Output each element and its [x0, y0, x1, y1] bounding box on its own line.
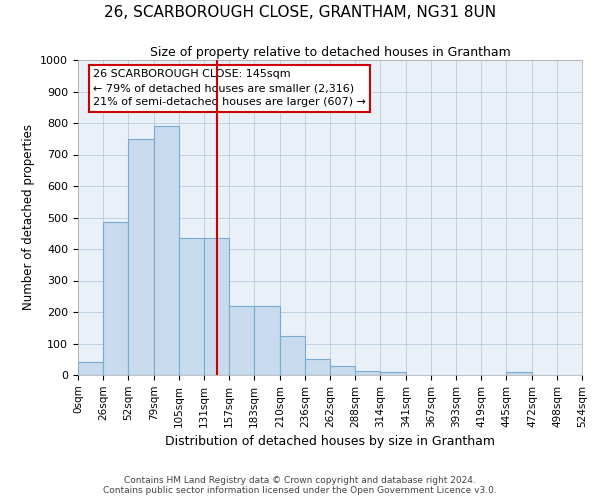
Bar	[204, 238, 229, 375]
Title: Size of property relative to detached houses in Grantham: Size of property relative to detached ho…	[149, 46, 511, 59]
Text: 26 SCARBOROUGH CLOSE: 145sqm
← 79% of detached houses are smaller (2,316)
21% of: 26 SCARBOROUGH CLOSE: 145sqm ← 79% of de…	[93, 70, 366, 108]
Bar	[154, 126, 179, 375]
Bar	[128, 138, 154, 375]
Bar	[280, 336, 305, 375]
Bar	[179, 238, 204, 375]
Bar	[78, 362, 103, 375]
Bar	[305, 359, 330, 375]
Bar	[103, 222, 128, 375]
Text: 26, SCARBOROUGH CLOSE, GRANTHAM, NG31 8UN: 26, SCARBOROUGH CLOSE, GRANTHAM, NG31 8U…	[104, 5, 496, 20]
Text: Contains HM Land Registry data © Crown copyright and database right 2024.
Contai: Contains HM Land Registry data © Crown c…	[103, 476, 497, 495]
Bar	[330, 366, 355, 375]
Bar	[355, 371, 380, 375]
Y-axis label: Number of detached properties: Number of detached properties	[22, 124, 35, 310]
Bar	[254, 306, 280, 375]
Bar	[229, 306, 254, 375]
Bar	[380, 372, 406, 375]
X-axis label: Distribution of detached houses by size in Grantham: Distribution of detached houses by size …	[165, 435, 495, 448]
Bar	[506, 372, 532, 375]
